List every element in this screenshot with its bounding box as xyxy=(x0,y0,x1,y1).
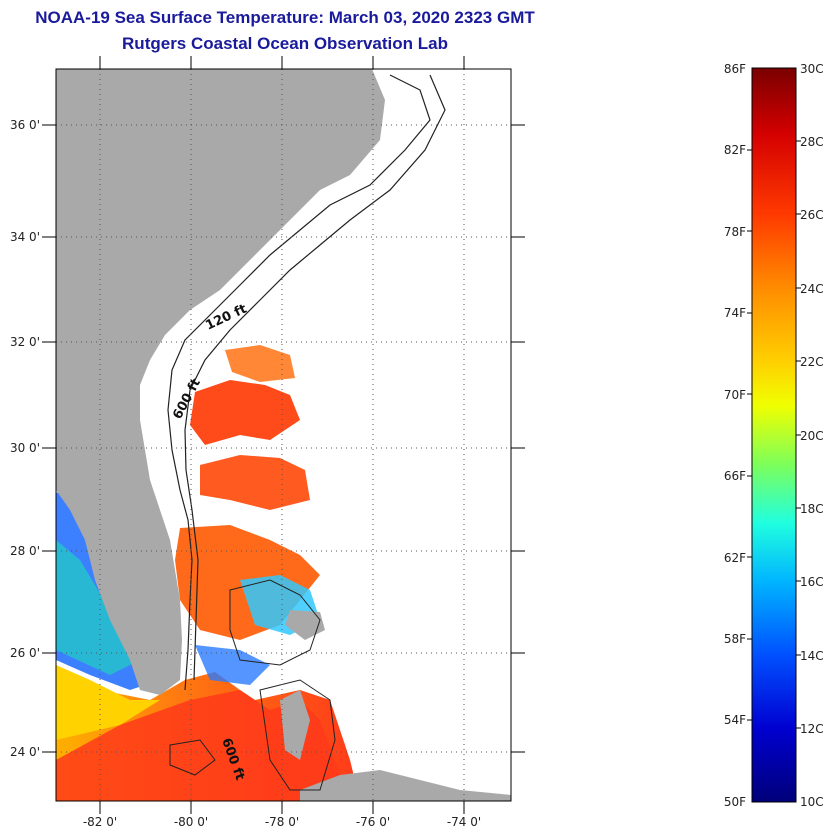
lon-label-78: -78 0' xyxy=(265,815,299,829)
lon-label-82: -82 0' xyxy=(83,815,117,829)
lat-label-26: 26 0' xyxy=(10,646,40,660)
land-andros-island xyxy=(280,690,310,760)
lat-label-28: 28 0' xyxy=(10,544,40,558)
sst-blue-straits xyxy=(195,645,270,685)
sst-red-straits xyxy=(56,690,350,801)
contour-600ft xyxy=(184,74,446,681)
cb-c-12: 12C xyxy=(800,722,824,736)
cb-f-58: 58F xyxy=(724,632,746,646)
sst-yellow-gulf-band xyxy=(56,665,160,740)
land-grand-bahama xyxy=(285,610,325,640)
cb-c-30: 30C xyxy=(800,62,824,76)
contour-bahama-bank xyxy=(229,579,321,666)
cb-c-14: 14C xyxy=(800,649,824,663)
lat-label-24: 24 0' xyxy=(10,745,40,759)
map-frame xyxy=(55,68,512,802)
contour-straits xyxy=(169,739,216,776)
contour-120ft xyxy=(167,74,431,691)
cb-c-18: 18C xyxy=(800,502,824,516)
cb-c-22: 22C xyxy=(800,355,824,369)
cb-c-20: 20C xyxy=(800,429,824,443)
lat-label-34: 34 0' xyxy=(10,230,40,244)
cb-f-54: 54F xyxy=(724,713,746,727)
cb-f-70: 70F xyxy=(724,388,746,402)
map-title: NOAA-19 Sea Surface Temperature: March 0… xyxy=(35,8,535,27)
lon-label-80: -80 0' xyxy=(174,815,208,829)
map-ticks xyxy=(42,56,525,814)
lat-label-32: 32 0' xyxy=(10,335,40,349)
cb-f-86: 86F xyxy=(724,62,746,76)
sst-green-gulf-coast xyxy=(56,540,140,675)
cb-c-10: 10C xyxy=(800,795,824,809)
map-subtitle: Rutgers Coastal Ocean Observation Lab xyxy=(122,34,448,53)
cb-f-74: 74F xyxy=(724,306,746,320)
contour-andros xyxy=(259,679,336,791)
cb-f-78: 78F xyxy=(724,225,746,239)
temperature-colorbar xyxy=(751,67,797,803)
lat-label-30: 30 0' xyxy=(10,441,40,455)
land-southeast-us-florida xyxy=(56,69,385,695)
sst-patch-30n xyxy=(200,455,310,510)
cb-f-66: 66F xyxy=(724,469,746,483)
cb-c-16: 16C xyxy=(800,575,824,589)
cb-f-82: 82F xyxy=(724,143,746,157)
sst-patch-31n xyxy=(190,380,300,445)
land-cuba xyxy=(300,770,511,801)
sst-patch-32n xyxy=(225,345,295,382)
map-graticule xyxy=(56,69,511,801)
cb-c-26: 26C xyxy=(800,208,824,222)
cb-f-50: 50F xyxy=(724,795,746,809)
cb-f-62: 62F xyxy=(724,551,746,565)
cb-c-28: 28C xyxy=(800,135,824,149)
lon-label-74: -74 0' xyxy=(447,815,481,829)
colorbar-ticks xyxy=(747,140,801,729)
lon-label-76: -76 0' xyxy=(356,815,390,829)
lat-label-36: 36 0' xyxy=(10,118,40,132)
cb-c-24: 24C xyxy=(800,282,824,296)
